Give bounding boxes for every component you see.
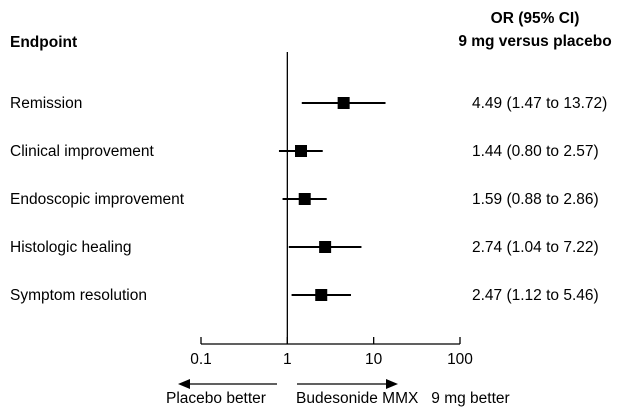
point-estimate-marker (315, 289, 328, 301)
placebo-better-label: Placebo better (166, 390, 266, 407)
endpoint-label: Symptom resolution (10, 287, 147, 304)
or-header-line2: 9 mg versus placebo (458, 33, 611, 50)
endpoint-label: Endoscopic improvement (10, 191, 185, 208)
left-arrow-head (178, 379, 190, 389)
or-value-text: 4.49 (1.47 to 13.72) (472, 95, 607, 112)
x-tick-label: 10 (365, 351, 383, 368)
endpoint-label: Clinical improvement (10, 143, 155, 160)
endpoint-header: Endpoint (10, 34, 77, 51)
or-value-text: 1.59 (0.88 to 2.86) (472, 191, 599, 208)
endpoint-label: Histologic healing (10, 239, 132, 256)
or-header-line1: OR (95% CI) (491, 10, 580, 27)
point-estimate-marker (298, 193, 311, 205)
point-estimate-marker (319, 241, 332, 253)
budesonide-better-label: Budesonide MMX 9 mg better (296, 390, 510, 407)
x-tick-label: 1 (283, 351, 292, 368)
point-estimate-marker (337, 97, 350, 109)
endpoint-label: Remission (10, 95, 82, 112)
x-tick-label: 100 (447, 351, 473, 368)
or-value-text: 2.47 (1.12 to 5.46) (472, 287, 599, 304)
x-tick-label: 0.1 (190, 351, 212, 368)
right-arrow-head (386, 379, 398, 389)
point-estimate-marker (295, 145, 308, 157)
or-value-text: 1.44 (0.80 to 2.57) (472, 143, 599, 160)
or-value-text: 2.74 (1.04 to 7.22) (472, 239, 599, 256)
